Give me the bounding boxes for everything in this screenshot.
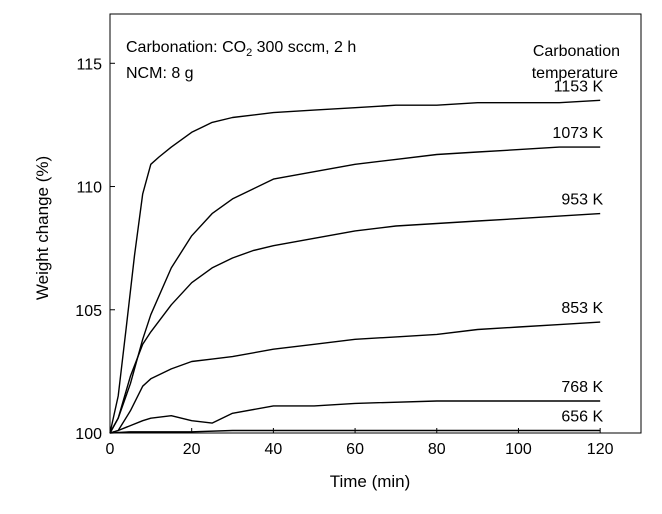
y-tick-label: 115 [76,56,102,73]
y-tick-label: 105 [75,303,102,320]
y-axis-label: Weight change (%) [33,156,52,300]
series-line-0 [109,99,601,434]
series-line-1 [109,146,601,434]
series-line-4 [109,400,601,434]
series-label-1: 1073 K [552,125,603,142]
plot-frame [109,13,642,434]
x-tick-label: 80 [428,441,446,458]
y-tick-label: 110 [76,180,102,197]
series-label-0: 1153 K [554,78,604,95]
series-label-3: 853 K [561,300,603,317]
x-tick-label: 120 [587,441,614,458]
series-label-5: 656 K [561,409,603,426]
x-tick-label: 60 [346,441,364,458]
x-tick-label: 20 [183,441,201,458]
annotation-conditions: Carbonation: CO2 300 sccm, 2 h [126,39,356,59]
x-tick-label: 40 [264,441,282,458]
x-tick-label: 0 [106,441,115,458]
series-line-5 [109,429,601,434]
legend-title-line2: temperature [532,65,618,82]
series-line-3 [109,321,601,434]
series-line-2 [109,212,601,434]
x-axis-label: Time (min) [330,472,411,491]
series-label-2: 953 K [561,192,603,209]
annotation-ncm: NCM: 8 g [126,65,194,82]
x-tick-label: 100 [505,441,532,458]
y-tick-label: 100 [75,426,102,443]
legend-title-line1: Carbonation [533,43,620,60]
series-label-4: 768 K [561,379,603,396]
